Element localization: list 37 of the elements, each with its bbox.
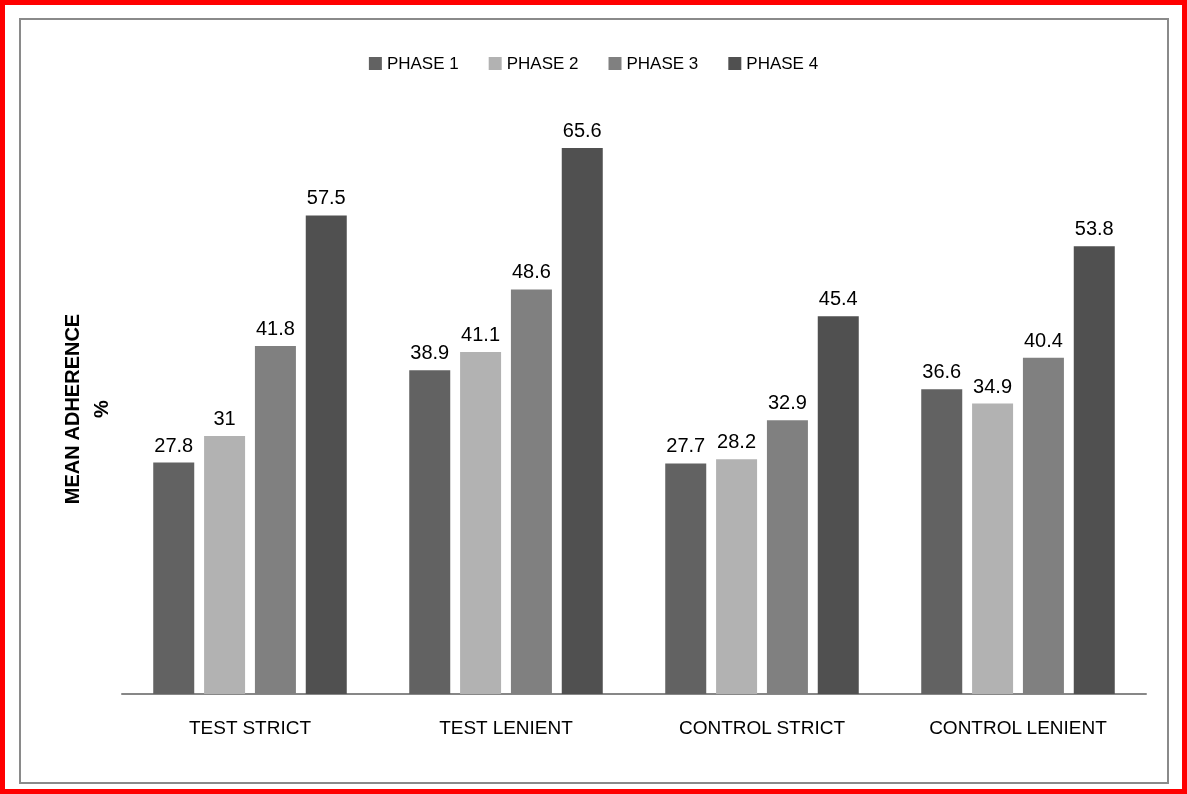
bar — [204, 435, 246, 694]
data-label: 27.8 — [154, 433, 194, 456]
data-label: 41.1 — [461, 322, 501, 345]
data-label: 57.5 — [306, 186, 346, 209]
data-label: 53.8 — [1074, 217, 1114, 240]
bar — [153, 462, 195, 694]
legend-label: PHASE 3 — [626, 54, 699, 73]
data-label: 27.7 — [666, 434, 706, 457]
legend-label: PHASE 2 — [506, 54, 579, 73]
data-label: 38.9 — [410, 341, 450, 364]
bar — [409, 370, 451, 694]
x-tick-label: TEST LENIENT — [439, 717, 574, 738]
x-tick-label: CONTROL LENIENT — [929, 717, 1108, 738]
data-label: 41.8 — [255, 317, 295, 340]
bar — [460, 351, 502, 694]
x-tick-label: TEST STRICT — [188, 717, 312, 738]
data-label: 32.9 — [767, 391, 807, 414]
bar — [665, 463, 707, 694]
data-label: 40.4 — [1023, 328, 1063, 351]
bar — [921, 389, 963, 694]
bar — [561, 148, 603, 694]
data-label: 45.4 — [818, 287, 858, 310]
data-label: 34.9 — [973, 374, 1013, 397]
data-label: 65.6 — [562, 119, 602, 141]
x-tick-label: CONTROL STRICT — [678, 717, 846, 738]
data-label: 36.6 — [922, 360, 962, 383]
y-axis-title: MEAN ADHERENCE % — [60, 313, 112, 505]
legend-label: PHASE 4 — [746, 54, 819, 73]
legend-label: PHASE 1 — [386, 54, 459, 73]
bar — [972, 403, 1014, 694]
bar — [817, 316, 859, 694]
data-label: 31 — [213, 406, 236, 429]
bar — [716, 459, 758, 694]
bar — [1073, 246, 1115, 694]
data-label: 28.2 — [717, 430, 757, 453]
data-label: 48.6 — [511, 260, 551, 283]
bar — [305, 215, 347, 694]
